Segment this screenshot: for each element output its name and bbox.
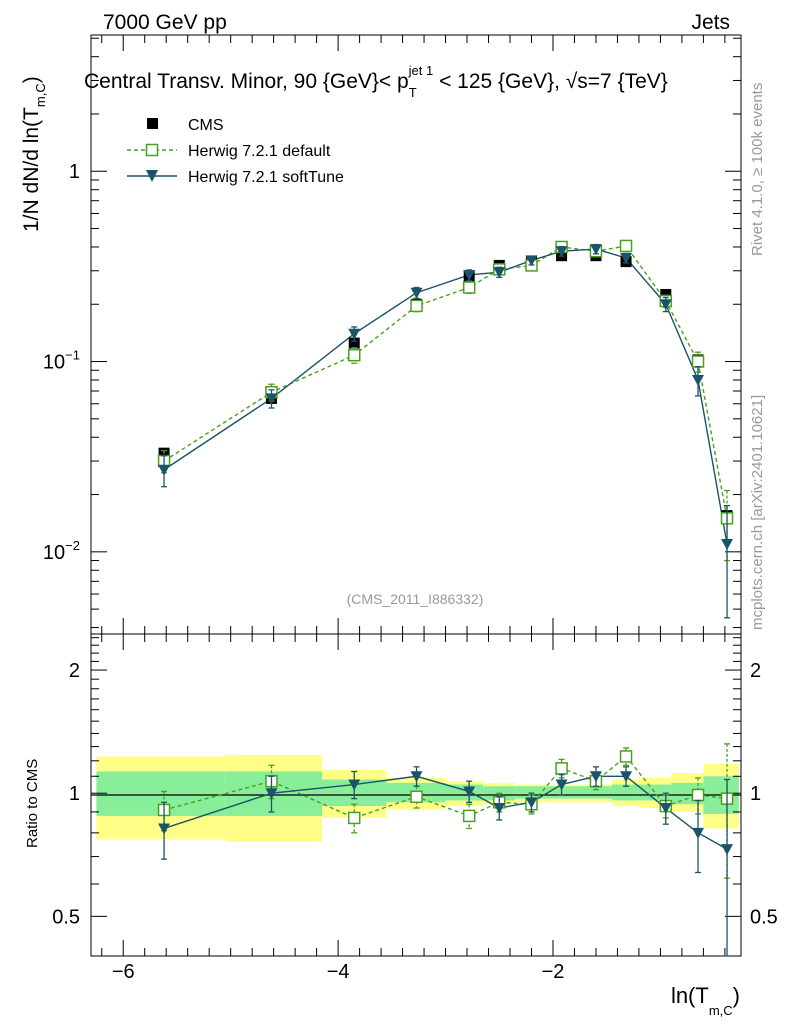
legend-label-softtune: Herwig 7.2.1 softTune (188, 169, 344, 186)
energy-label: 7000 GeV pp (103, 11, 227, 34)
main-y-tick-label-exp: −1 (65, 348, 80, 363)
main-y-axis-label: 1/N dN/d ln(Tm,C) (20, 76, 48, 232)
softtune-data-point (410, 287, 423, 299)
softtune-data-point (463, 269, 476, 281)
main-ylabel-pre: 1/N dN/d ln(T (20, 107, 43, 232)
ratio-band-inner (574, 786, 613, 799)
main-series-layer (157, 239, 734, 619)
cms-data-point (660, 289, 672, 301)
legend-label-cms: CMS (188, 117, 224, 134)
title-sqrt: √ (566, 70, 578, 93)
mcplots-label: mcplots.cern.ch [arXiv:2401.10621] (749, 395, 766, 630)
softtune-data-point (589, 244, 602, 256)
xlabel-post: ) (733, 983, 740, 1008)
default-ratio-point (555, 762, 568, 775)
default-ratio-point (462, 809, 476, 823)
softtune-data-point (525, 255, 538, 267)
main-y-tick-label: 1 (69, 161, 80, 183)
softtune-ratio-point (659, 803, 672, 815)
softtune-data-point (348, 328, 361, 340)
ratio-band-inner (638, 784, 672, 801)
x-tick-label: −4 (327, 961, 350, 983)
softtune-data-point (555, 246, 568, 258)
legend-marker-cms (147, 118, 158, 129)
process-label: Jets (691, 11, 730, 34)
softtune-ratio-point (493, 803, 506, 815)
default-data-point (691, 355, 705, 368)
softtune-data-point (659, 299, 672, 311)
softtune-ratio-point (692, 827, 705, 839)
default-data-point (347, 348, 361, 362)
main-ylabel-post: ) (20, 76, 43, 83)
ratio-y-axis-label: Ratio to CMS (24, 759, 41, 848)
softtune-data-point (493, 267, 506, 279)
softtune-ratio-point (265, 788, 278, 800)
analysis-id: (CMS_2011_I886332) (347, 591, 484, 607)
main-ylabel-sub: m,C (33, 83, 48, 107)
main-y-tick-label-base: 10 (43, 352, 65, 374)
default-data-point (462, 281, 476, 294)
ratio-y-tick-label-right: 1 (750, 783, 761, 805)
softtune-ratio-point (525, 797, 538, 809)
default-ratio-point (691, 788, 705, 802)
title-text: Central Transv. Minor, 90 {GeV}< p (84, 70, 409, 93)
legend: CMS Herwig 7.2.1 default Herwig 7.2.1 so… (127, 117, 344, 186)
legend-marker-softtune (146, 170, 158, 182)
softtune-data-point (620, 253, 633, 265)
default-ratio-point (619, 750, 633, 763)
x-axis-ticks: −6 −4 −2 (101, 35, 726, 983)
ratio-series-layer (157, 743, 734, 957)
softtune-ratio-point (620, 771, 633, 783)
main-axis-ticks: 110−110−2 (43, 37, 741, 629)
softtune-ratio-point (555, 779, 568, 791)
title-superscript: jet 1 (408, 63, 434, 78)
rivet-label: Rivet 4.1.0, ≥ 100k events (749, 83, 766, 256)
default-series-line (163, 245, 728, 519)
ratio-y-tick-label: 2 (69, 660, 80, 682)
softtune-data-point (265, 393, 278, 405)
softtune-ratio-point (589, 771, 602, 783)
main-y-tick-label-exp: −2 (65, 538, 80, 553)
main-y-tick-label-base: 10 (43, 542, 65, 564)
title-end: s=7 {TeV} (577, 70, 668, 93)
title-middle: < 125 {GeV}, (433, 70, 566, 93)
x-axis-label: ln(Tm,C) (671, 983, 740, 1018)
main-y-tick-label: 10−1 (43, 348, 80, 374)
softtune-ratio-point (721, 844, 734, 856)
ratio-y-tick-label: 1 (69, 783, 80, 805)
default-data-point (619, 239, 633, 253)
legend-marker-default (145, 143, 159, 157)
x-tick-label: −2 (542, 961, 565, 983)
softtune-ratio-point (410, 771, 423, 783)
default-data-point (410, 299, 423, 313)
softtune-data-point (721, 538, 734, 550)
softtune-ratio-point (158, 823, 171, 835)
xlabel-pre: ln(T (671, 983, 709, 1008)
cms-data-point (348, 337, 360, 349)
legend-label-default: Herwig 7.2.1 default (188, 143, 331, 160)
ratio-band-inner (515, 786, 543, 799)
x-tick-label: −6 (112, 961, 135, 983)
ratio-y-tick-label: 0.5 (52, 906, 80, 928)
main-y-tick-label-base: 1 (69, 161, 80, 183)
chart-title: Central Transv. Minor, 90 {GeV}< pTjet 1… (84, 63, 668, 100)
ratio-y-tick-label-right: 0.5 (750, 906, 778, 928)
softtune-data-point (158, 464, 171, 476)
softtune-series-line (163, 248, 728, 545)
softtune-data-point (692, 374, 705, 386)
softtune-ratio-point (463, 786, 476, 798)
default-ratio-point (410, 790, 423, 804)
softtune-ratio-point (348, 779, 361, 791)
ratio-y-tick-label-right: 2 (750, 660, 761, 682)
xlabel-sub: m,C (709, 1003, 733, 1018)
main-y-tick-label: 10−2 (43, 538, 80, 564)
ratio-band-inner (612, 784, 639, 801)
title-subscript: T (409, 85, 417, 100)
default-ratio-point (347, 811, 361, 825)
